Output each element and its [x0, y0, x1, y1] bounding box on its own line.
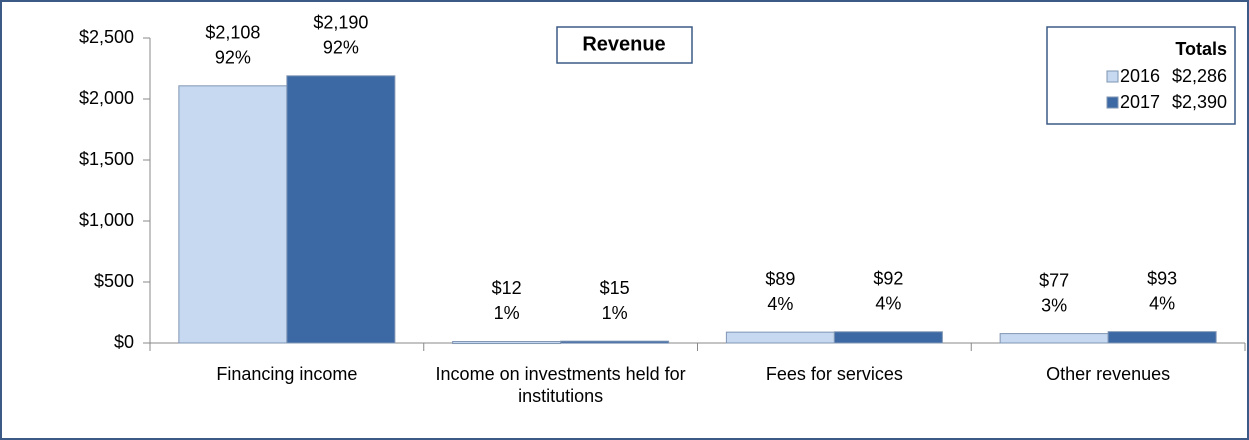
- value-label: $93: [1147, 268, 1177, 288]
- value-label: $2,190: [313, 13, 368, 33]
- legend-total: $2,286: [1172, 66, 1227, 86]
- legend-swatch: [1106, 70, 1119, 83]
- share-label: 4%: [767, 294, 793, 314]
- bar: [833, 331, 943, 344]
- bar: [286, 75, 396, 344]
- bar: [452, 341, 562, 345]
- bar: [178, 85, 288, 344]
- bar: [725, 331, 835, 344]
- bar: [999, 333, 1109, 344]
- chart-title: Revenue: [582, 33, 665, 55]
- value-label: $92: [873, 269, 903, 289]
- legend-title: Totals: [1175, 39, 1227, 59]
- y-tick-label: $1,500: [79, 149, 134, 169]
- share-label: 4%: [1149, 293, 1175, 313]
- x-tick-label: Financing income: [216, 364, 358, 384]
- value-label: $15: [600, 278, 630, 298]
- share-label: 1%: [602, 303, 628, 323]
- value-label: $12: [492, 278, 522, 298]
- y-tick-label: $2,500: [79, 27, 134, 47]
- value-label: $89: [765, 269, 795, 289]
- bar: [1107, 331, 1217, 344]
- share-label: 92%: [323, 38, 359, 58]
- share-label: 4%: [875, 294, 901, 314]
- y-tick-label: $2,000: [79, 88, 134, 108]
- legend-label: 2016: [1120, 66, 1160, 86]
- value-label: $2,108: [205, 23, 260, 43]
- y-tick-label: $500: [94, 271, 134, 291]
- legend-label: 2017: [1120, 92, 1160, 112]
- bar: [560, 340, 670, 344]
- value-label: $77: [1039, 270, 1069, 290]
- y-tick-label: $1,000: [79, 210, 134, 230]
- share-label: 3%: [1041, 295, 1067, 315]
- legend-box: [1046, 26, 1236, 125]
- x-tick-label: Fees for services: [765, 364, 903, 384]
- y-tick-label: $0: [114, 332, 134, 352]
- x-tick-label: Other revenues: [1046, 364, 1171, 384]
- legend-total: $2,390: [1172, 92, 1227, 112]
- title-box: [556, 26, 693, 64]
- share-label: 1%: [494, 303, 520, 323]
- legend-swatch: [1106, 96, 1119, 109]
- share-label: 92%: [215, 48, 251, 68]
- x-tick-label: Income on investments held for instituti…: [435, 364, 686, 406]
